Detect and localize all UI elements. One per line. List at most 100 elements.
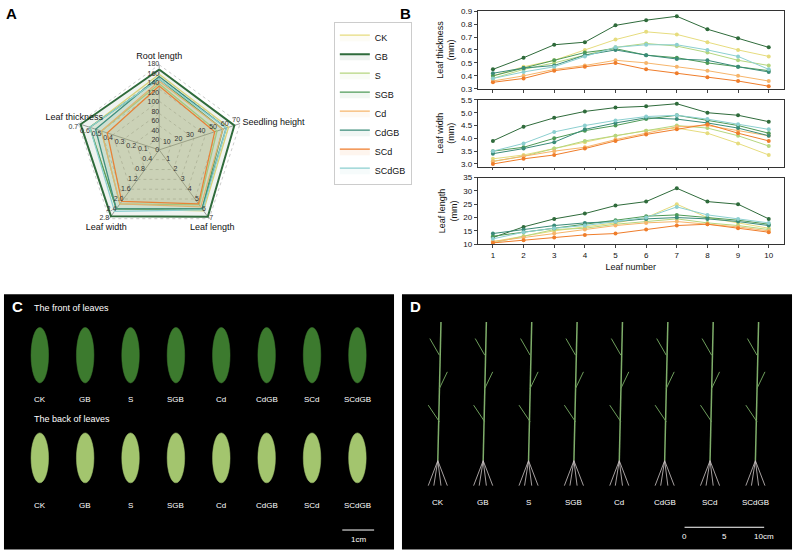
svg-text:Leaf thickness(mm): Leaf thickness(mm) (435, 21, 457, 79)
svg-text:SGB: SGB (167, 501, 184, 510)
svg-text:20: 20 (151, 136, 159, 143)
svg-text:2.4: 2.4 (107, 205, 117, 212)
svg-text:4.5: 4.5 (461, 121, 473, 130)
svg-text:CK: CK (375, 33, 388, 43)
svg-text:0.7: 0.7 (69, 123, 79, 130)
svg-text:5: 5 (195, 195, 199, 202)
svg-text:The back of leaves: The back of leaves (34, 414, 110, 424)
svg-text:70: 70 (232, 116, 240, 123)
svg-text:10: 10 (463, 240, 472, 249)
svg-text:CdGB: CdGB (256, 501, 278, 510)
svg-text:7: 7 (675, 251, 680, 260)
svg-text:10: 10 (764, 251, 773, 260)
svg-text:1: 1 (491, 251, 496, 260)
svg-text:SCd: SCd (375, 147, 393, 157)
svg-text:5: 5 (722, 532, 727, 541)
svg-text:120: 120 (148, 89, 160, 96)
svg-text:0: 0 (682, 532, 687, 541)
svg-text:0: 0 (155, 146, 159, 153)
svg-text:D: D (410, 298, 421, 315)
svg-text:180: 180 (148, 61, 160, 68)
svg-text:5: 5 (613, 251, 618, 260)
svg-text:7: 7 (209, 214, 213, 221)
svg-text:5.5: 5.5 (461, 96, 473, 105)
svg-text:4: 4 (188, 185, 192, 192)
svg-text:SGB: SGB (167, 395, 184, 404)
svg-text:Cd: Cd (216, 395, 226, 404)
svg-text:Leaf width: Leaf width (86, 222, 127, 232)
svg-text:CdGB: CdGB (654, 498, 676, 507)
svg-text:CdGB: CdGB (256, 395, 278, 404)
svg-text:SGB: SGB (565, 498, 582, 507)
svg-text:Leaf length: Leaf length (190, 222, 235, 232)
svg-text:5.0: 5.0 (461, 109, 473, 118)
svg-text:S: S (128, 395, 133, 404)
svg-text:0.6: 0.6 (80, 127, 90, 134)
svg-text:GB: GB (79, 395, 91, 404)
svg-text:0.7: 0.7 (461, 33, 473, 42)
svg-text:40: 40 (198, 127, 206, 134)
svg-text:0.8: 0.8 (461, 20, 473, 29)
svg-text:0.4: 0.4 (461, 72, 473, 81)
svg-text:GB: GB (477, 498, 489, 507)
svg-text:GB: GB (79, 501, 91, 510)
svg-text:0.2: 0.2 (126, 142, 136, 149)
svg-text:SCdGB: SCdGB (344, 501, 371, 510)
svg-text:Leaf thickness: Leaf thickness (45, 112, 103, 122)
svg-text:2: 2 (173, 165, 177, 172)
svg-text:1cm: 1cm (351, 535, 366, 544)
svg-text:60: 60 (151, 117, 159, 124)
svg-text:140: 140 (148, 79, 160, 86)
svg-text:6: 6 (202, 205, 206, 212)
svg-text:C: C (12, 298, 23, 315)
svg-text:Leaf width(mm): Leaf width(mm) (435, 113, 457, 154)
svg-text:9: 9 (736, 251, 741, 260)
svg-text:0.8: 0.8 (135, 165, 145, 172)
svg-text:CK: CK (432, 498, 444, 507)
svg-text:Seedling height: Seedling height (243, 117, 306, 127)
svg-text:4: 4 (583, 251, 588, 260)
svg-text:8: 8 (705, 251, 710, 260)
svg-text:Root length: Root length (136, 51, 182, 61)
svg-text:6: 6 (644, 251, 649, 260)
svg-text:The front of leaves: The front of leaves (34, 303, 109, 313)
svg-text:Leaf length(mm): Leaf length(mm) (437, 189, 459, 234)
svg-text:60: 60 (221, 120, 229, 127)
svg-text:1: 1 (166, 155, 170, 162)
svg-text:50: 50 (209, 123, 217, 130)
svg-text:2.0: 2.0 (114, 195, 124, 202)
svg-text:0.9: 0.9 (461, 7, 473, 16)
svg-text:SCd: SCd (702, 498, 718, 507)
svg-text:GB: GB (375, 52, 388, 62)
svg-text:0.3: 0.3 (461, 85, 473, 94)
svg-text:40: 40 (151, 127, 159, 134)
svg-text:10: 10 (163, 138, 171, 145)
svg-text:S: S (128, 501, 133, 510)
svg-text:0.3: 0.3 (115, 138, 125, 145)
svg-text:0.4: 0.4 (142, 155, 152, 162)
svg-text:30: 30 (186, 131, 194, 138)
svg-text:10cm: 10cm (754, 532, 774, 541)
svg-text:25: 25 (463, 200, 472, 209)
svg-text:4.0: 4.0 (461, 134, 473, 143)
svg-text:160: 160 (148, 70, 160, 77)
svg-text:20: 20 (463, 213, 472, 222)
svg-text:1.6: 1.6 (121, 185, 131, 192)
svg-text:CdGB: CdGB (375, 128, 400, 138)
svg-text:3: 3 (181, 175, 185, 182)
svg-text:1.2: 1.2 (128, 175, 138, 182)
svg-text:SGB: SGB (375, 90, 394, 100)
svg-text:Cd: Cd (614, 498, 624, 507)
svg-text:SCd: SCd (304, 395, 320, 404)
svg-text:0.5: 0.5 (461, 59, 473, 68)
svg-text:0.1: 0.1 (138, 145, 148, 152)
svg-text:S: S (375, 71, 381, 81)
svg-text:CK: CK (34, 501, 46, 510)
svg-text:2.8: 2.8 (99, 214, 109, 221)
svg-text:B: B (400, 5, 411, 22)
svg-text:3.5: 3.5 (461, 147, 473, 156)
svg-text:A: A (6, 5, 17, 22)
svg-text:0.4: 0.4 (103, 134, 113, 141)
svg-text:0.5: 0.5 (92, 130, 102, 137)
svg-text:Cd: Cd (216, 501, 226, 510)
